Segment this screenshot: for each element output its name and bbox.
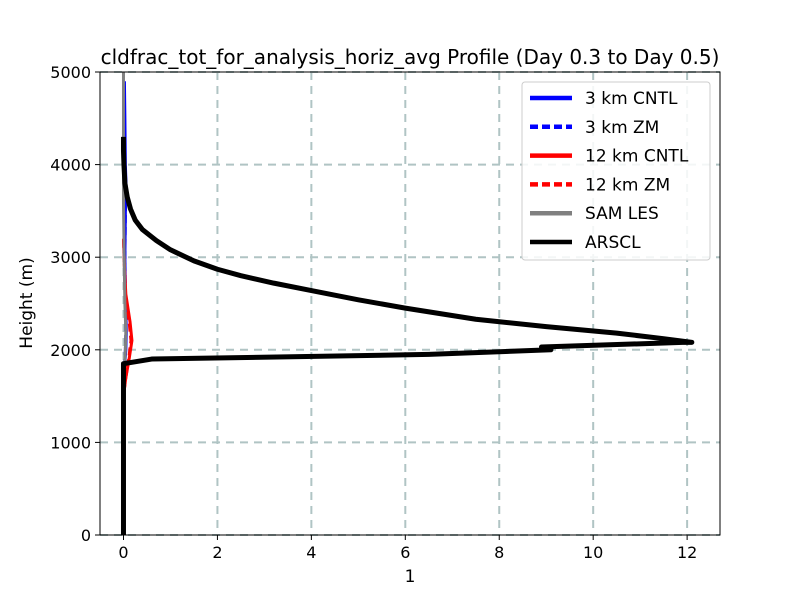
y-tick-label: 0: [81, 526, 91, 545]
x-tick-label: 0: [118, 543, 128, 562]
x-tick-label: 2: [212, 543, 222, 562]
series-layer: [120, 72, 695, 535]
legend-label: ARSCL: [585, 233, 641, 253]
y-tick-label: 4000: [50, 156, 91, 175]
chart-title: cldfrac_tot_for_analysis_horiz_avg Profi…: [101, 45, 720, 69]
x-tick-label: 12: [677, 543, 697, 562]
plot-frame: [99, 71, 721, 536]
y-tick-label: 1000: [50, 433, 91, 452]
series-line-arscl: [120, 136, 695, 535]
x-axis-label: 1: [405, 567, 416, 587]
x-tick-label: 10: [583, 543, 603, 562]
legend-label: 3 km ZM: [585, 118, 659, 138]
legend-label: 3 km CNTL: [585, 89, 678, 109]
legend-label: SAM LES: [585, 204, 659, 224]
x-tick-label: 8: [494, 543, 504, 562]
y-tick-label: 2000: [50, 341, 91, 360]
y-tick-label: 3000: [50, 248, 91, 267]
y-tick-label: 5000: [50, 63, 91, 82]
legend-label: 12 km ZM: [585, 175, 670, 195]
x-tick-label: 4: [306, 543, 316, 562]
axis-ticks: 0 2 4 6 8 10 12 0 1000 2000 3000 4000 5000: [50, 63, 697, 562]
legend-label: 12 km CNTL: [585, 147, 689, 167]
y-axis-label: Height (m): [17, 257, 37, 348]
legend: 3 km CNTL 3 km ZM 12 km CNTL 12 km ZM SAM LE…: [521, 81, 711, 261]
x-tick-label: 6: [400, 543, 410, 562]
